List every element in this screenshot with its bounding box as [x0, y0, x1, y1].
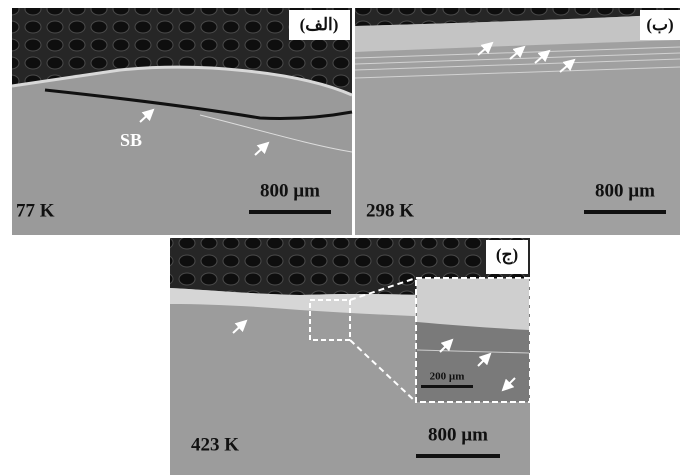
inset-scale-bar-label: 200 µm [430, 371, 465, 383]
scale-bar-label: 800 µm [595, 180, 655, 201]
temperature: 423 K [191, 434, 239, 455]
panel-c: 200 µm (ج) 423 K 800 µm [170, 238, 531, 475]
panel-a: SB (الف) 77 K 800 µm [11, 8, 353, 235]
panel-label: (ج) [496, 245, 518, 265]
panel-b: (ب) 298 K 800 µm [354, 8, 680, 235]
annotation: SB [120, 130, 142, 150]
panel-label: (الف) [300, 15, 339, 34]
temperature: 77 K [16, 200, 55, 221]
temperature: 298 K [366, 200, 414, 221]
scale-bar-label: 800 µm [260, 180, 320, 201]
panel-label: (ب) [646, 15, 673, 34]
scale-bar-label: 800 µm [428, 424, 488, 445]
